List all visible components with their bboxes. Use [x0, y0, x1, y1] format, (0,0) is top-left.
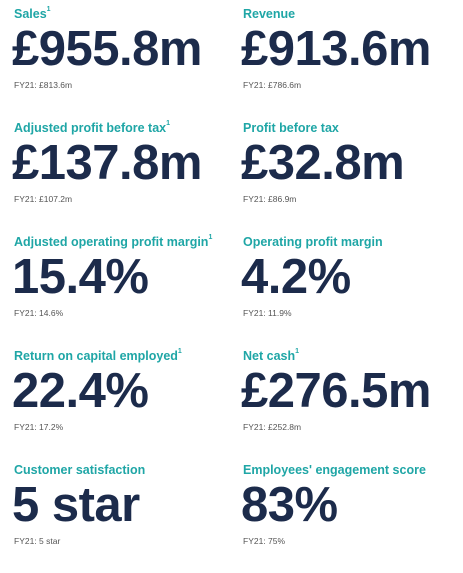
- kpi-value: 5 star: [12, 478, 140, 532]
- footnote-marker: 1: [208, 234, 213, 241]
- kpi-comparison: FY21: 14.6%: [14, 308, 64, 318]
- footnote-marker: 1: [295, 348, 300, 355]
- kpi-value: £955.8m: [12, 22, 202, 76]
- kpi-label: Adjusted profit before tax1: [14, 120, 170, 135]
- kpi-label: Customer satisfaction: [14, 463, 145, 477]
- kpi-label-text: Customer satisfaction: [14, 463, 146, 477]
- kpi-label-text: Profit before tax: [243, 121, 339, 135]
- kpi-comparison: FY21: 11.9%: [243, 308, 292, 318]
- kpi-label: Employees' engagement score: [243, 463, 426, 477]
- kpi-value: 4.2%: [241, 250, 351, 304]
- kpi-label: Adjusted operating profit margin1: [14, 234, 213, 249]
- kpi-comparison: FY21: £86.9m: [243, 194, 297, 204]
- kpi-value: £32.8m: [241, 136, 405, 190]
- kpi-label: Operating profit margin: [243, 235, 383, 249]
- kpi-label: Return on capital employed1: [14, 348, 182, 363]
- kpi-card: Operating profit margin 4.2% FY21: 11.9%: [241, 235, 463, 345]
- kpi-value: 15.4%: [12, 250, 149, 304]
- kpi-comparison: FY21: £252.8m: [243, 422, 302, 432]
- kpi-value: £276.5m: [241, 364, 431, 418]
- kpi-label-text: Adjusted operating profit margin: [14, 235, 209, 249]
- kpi-label-text: Operating profit margin: [243, 235, 383, 249]
- kpi-card: Adjusted operating profit margin1 15.4% FY…: [12, 234, 239, 345]
- footnote-marker: 1: [177, 348, 182, 355]
- kpi-label-text: Net cash: [243, 349, 296, 363]
- kpi-comparison: FY21: £786.6m: [243, 80, 302, 90]
- kpi-card: Revenue £913.6m FY21: £786.6m: [241, 7, 463, 117]
- kpi-card: Net cash1 £276.5m FY21: £252.8m: [241, 348, 463, 459]
- kpi-value: 22.4%: [12, 364, 149, 418]
- kpi-comparison: FY21: £107.2m: [14, 194, 73, 204]
- kpi-comparison: FY21: 75%: [243, 536, 286, 546]
- kpi-label: Sales1: [14, 6, 51, 21]
- kpi-label: Profit before tax: [243, 121, 339, 135]
- kpi-label-text: Return on capital employed: [14, 349, 178, 363]
- kpi-value: £913.6m: [241, 22, 431, 76]
- kpi-card: Customer satisfaction 5 star FY21: 5 star: [12, 463, 239, 573]
- kpi-comparison: FY21: £813.6m: [14, 80, 73, 90]
- footnote-marker: 1: [166, 120, 170, 127]
- kpi-value: 83%: [241, 478, 338, 532]
- footnote-marker: 1: [46, 6, 51, 13]
- kpi-card: Adjusted profit before tax1 £137.8m FY21: …: [12, 120, 239, 231]
- kpi-card: Sales1 £955.8m FY21: £813.6m: [12, 6, 239, 117]
- kpi-card: Profit before tax £32.8m FY21: £86.9m: [241, 121, 463, 231]
- kpi-label-text: Employees' engagement score: [243, 463, 426, 477]
- kpi-label: Net cash1: [243, 348, 300, 363]
- kpi-label-text: Sales: [14, 7, 47, 21]
- kpi-label-text: Adjusted profit before tax: [14, 121, 167, 135]
- kpi-card: Return on capital employed1 22.4% FY21: 17…: [12, 348, 239, 459]
- kpi-comparison: FY21: 17.2%: [14, 422, 64, 432]
- kpi-page: Sales1 £955.8m FY21: £813.6m Revenue £913.6m…: [12, 6, 463, 546]
- kpi-label-text: Revenue: [243, 7, 296, 21]
- kpi-comparison: FY21: 5 star: [14, 536, 61, 546]
- kpi-value: £137.8m: [12, 136, 202, 190]
- kpi-card: Employees' engagement score 83% FY21: 75%: [241, 463, 463, 573]
- kpi-label: Revenue: [243, 7, 295, 21]
